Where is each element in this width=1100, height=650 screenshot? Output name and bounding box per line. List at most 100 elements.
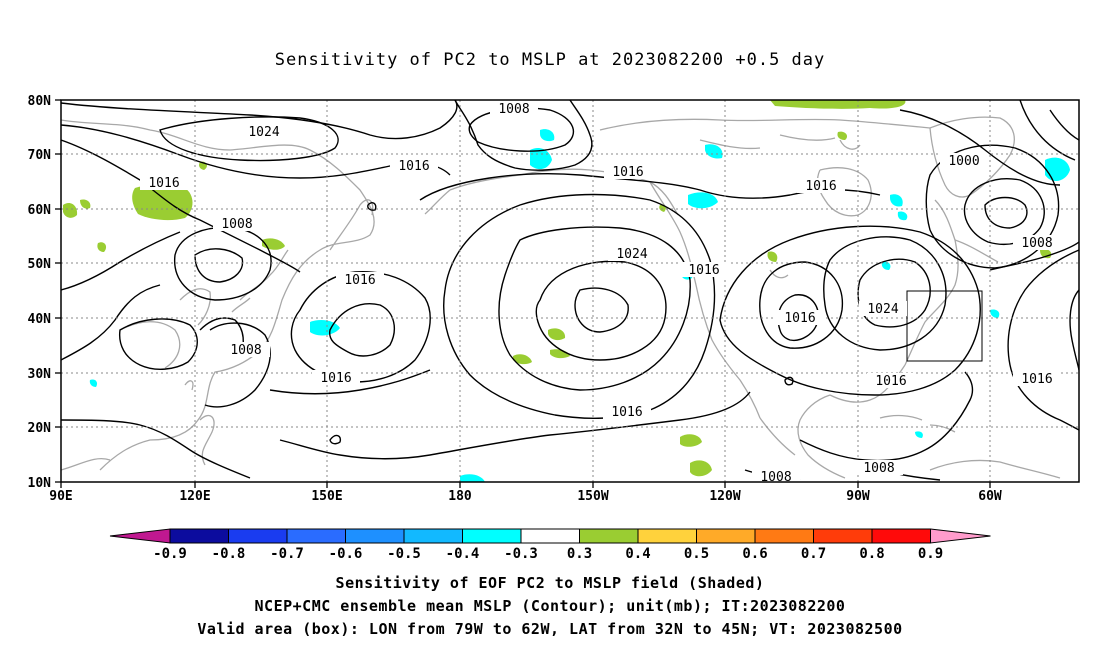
contour-label: 1024	[859, 301, 907, 317]
svg-text:1016: 1016	[805, 179, 836, 194]
colorbar-label: -0.4	[446, 546, 480, 562]
shade-patch	[705, 144, 723, 159]
colorbar-label: -0.7	[270, 546, 304, 562]
colorbar-low-end	[109, 528, 171, 544]
shade-patch	[89, 379, 98, 387]
colorbar-segment	[462, 528, 522, 544]
svg-text:1016: 1016	[784, 311, 815, 326]
colorbar-label: 0.4	[625, 546, 650, 562]
colorbar-label: 0.7	[801, 546, 826, 562]
svg-text:1016: 1016	[1021, 372, 1052, 387]
shade-patch	[80, 199, 91, 209]
lon-label: 90E	[49, 489, 72, 504]
colorbar-segment	[696, 528, 756, 544]
colorbar-label: -0.8	[212, 546, 246, 562]
longitude-labels: 90E 120E 150E 180 150W 120W 90W 60W	[49, 489, 1002, 504]
shade-patch	[460, 474, 485, 482]
contour-label: 1016	[390, 158, 438, 174]
svg-text:1016: 1016	[398, 159, 429, 174]
contour-label: 1016	[336, 272, 384, 288]
lat-label: 50N	[28, 257, 52, 272]
svg-text:1016: 1016	[875, 374, 906, 389]
valid-area-box	[906, 290, 983, 362]
caption-shading: Sensitivity of EOF PC2 to MSLP field (Sh…	[335, 574, 765, 592]
contour-label: 1016	[603, 404, 651, 420]
caption-valid-area: Valid area (box): LON from 79W to 62W, L…	[197, 620, 903, 638]
svg-text:1008: 1008	[498, 102, 529, 117]
contour-label: 1008	[222, 342, 270, 358]
shade-patch	[680, 434, 702, 447]
contour-label: 1008	[855, 460, 903, 476]
colorbar-label: 0.6	[742, 546, 767, 562]
shade-patch	[897, 211, 908, 221]
shade-patch	[530, 148, 552, 170]
chart-title: Sensitivity of PC2 to MSLP at 2023082200…	[274, 50, 826, 70]
svg-text:1016: 1016	[344, 273, 375, 288]
contour-label: 1000	[940, 153, 988, 169]
shade-patch	[132, 184, 193, 221]
svg-text:1016: 1016	[320, 371, 351, 386]
colorbar: -0.9 -0.8 -0.7 -0.6 -0.5 -0.4 -0.3 0.3 0.4 0.5 0.6…	[109, 528, 991, 562]
contour-label: 1016	[867, 373, 915, 389]
shade-patch	[97, 242, 107, 252]
colorbar-label: -0.9	[153, 546, 187, 562]
svg-text:1024: 1024	[867, 302, 898, 317]
colorbar-segment	[286, 528, 346, 544]
colorbar-segment	[754, 528, 814, 544]
contour-label: 1024	[608, 246, 656, 262]
mslp-contours	[61, 100, 1079, 481]
lon-label: 90W	[846, 489, 870, 504]
contour-label: 1008	[1013, 235, 1061, 251]
lon-label: 120E	[179, 489, 210, 504]
lon-label: 60W	[978, 489, 1002, 504]
svg-text:1016: 1016	[148, 176, 179, 191]
contour-label: 1016	[604, 164, 652, 180]
shade-patch	[881, 261, 891, 270]
shade-patch	[770, 100, 906, 109]
svg-text:1016: 1016	[611, 405, 642, 420]
colorbar-high-end	[930, 528, 991, 544]
svg-text:1016: 1016	[612, 165, 643, 180]
colorbar-segment	[345, 528, 405, 544]
coastlines	[61, 116, 1061, 479]
contour-label: 1016	[1013, 371, 1061, 387]
svg-text:1024: 1024	[616, 247, 647, 262]
map-area	[61, 100, 1079, 482]
shade-patch	[548, 328, 566, 341]
map-frame	[60, 99, 1080, 483]
contour-labels: 1008 1024 1016 1016 1008 1016 1016 1024 …	[140, 101, 1061, 485]
lat-label: 30N	[28, 367, 52, 382]
lat-label: 70N	[28, 148, 52, 163]
shade-patch	[990, 309, 1000, 318]
shade-patch	[63, 203, 78, 218]
lat-label: 40N	[28, 312, 52, 327]
colorbar-segment	[813, 528, 873, 544]
svg-text:1000: 1000	[948, 154, 979, 169]
colorbar-label: 0.8	[859, 546, 884, 562]
caption-contour: NCEP+CMC ensemble mean MSLP (Contour); u…	[254, 597, 846, 615]
lon-label: 150W	[577, 489, 608, 504]
grid-lines	[61, 100, 1079, 482]
colorbar-label: 0.3	[567, 546, 592, 562]
colorbar-label: -0.5	[387, 546, 421, 562]
colorbar-segment	[520, 528, 580, 544]
contour-label: 1008	[213, 216, 261, 232]
svg-text:1016: 1016	[688, 263, 719, 278]
colorbar-label: -0.6	[329, 546, 363, 562]
colorbar-segment	[403, 528, 463, 544]
colorbar-segment	[169, 528, 229, 544]
colorbar-segment	[228, 528, 288, 544]
axis-ticks	[55, 99, 991, 488]
svg-text:1024: 1024	[248, 125, 279, 140]
contour-label: 1016	[312, 370, 360, 386]
shade-patch	[890, 194, 903, 207]
lat-label: 80N	[28, 94, 52, 109]
shade-patch	[540, 129, 555, 142]
colorbar-segment	[637, 528, 697, 544]
svg-text:1008: 1008	[1021, 236, 1052, 251]
lat-label: 20N	[28, 421, 52, 436]
contour-label: 1016	[776, 310, 824, 326]
contour-label: 1016	[140, 175, 188, 191]
shade-patch	[690, 460, 712, 477]
